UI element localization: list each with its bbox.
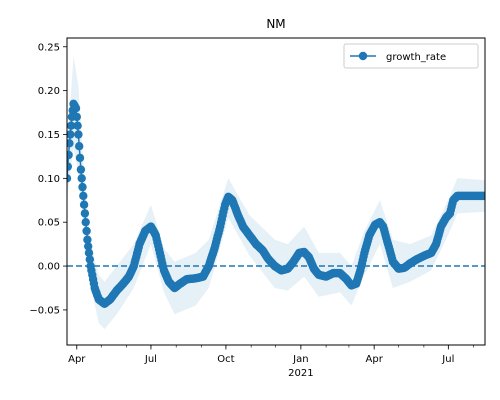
axes-frame <box>66 37 486 346</box>
series-markers <box>67 99 485 308</box>
legend: growth_rate <box>343 43 479 69</box>
legend-frame <box>343 43 479 69</box>
y-tick-label: 0.10 <box>38 174 60 185</box>
axes: −0.05 0.00 0.05 0.10 0.15 0.20 0.25 Apr Jul Oct Ja… <box>29 37 486 379</box>
interpolated-marker <box>67 162 72 171</box>
interpolated-marker <box>75 153 85 163</box>
y-tick-label: 0.15 <box>38 130 60 141</box>
y-tick-label: 0.20 <box>38 86 60 97</box>
x-tick-label: Apr <box>68 354 86 365</box>
x-tick-label: Apr <box>366 354 384 365</box>
interpolated-marker <box>359 252 368 261</box>
x-tick-label: Jul <box>144 354 157 365</box>
legend-marker-swatch <box>358 51 368 61</box>
interpolated-marker <box>73 121 82 130</box>
interpolated-marker <box>77 174 86 183</box>
y-tick-label: 0.05 <box>38 218 60 229</box>
data-point <box>83 235 92 244</box>
interpolated-marker <box>81 218 90 227</box>
y-tick-label: −0.05 <box>29 305 60 316</box>
data-point <box>79 200 89 209</box>
confidence-band <box>67 55 485 330</box>
legend-label: growth_rate <box>386 52 446 63</box>
interpolated-marker <box>67 130 75 139</box>
interpolated-marker <box>80 209 90 218</box>
x-tick-label: Oct <box>217 354 234 365</box>
interpolated-marker <box>72 112 82 122</box>
data-point <box>74 130 83 139</box>
interpolated-marker <box>70 102 80 111</box>
x-tick-label: Jan <box>292 354 308 365</box>
chart-title: NM <box>266 17 285 31</box>
interpolated-marker <box>154 245 164 254</box>
x-tick-label: Jul <box>441 354 454 365</box>
interpolated-marker <box>75 142 84 151</box>
interpolated-marker <box>84 242 93 251</box>
interpolated-marker <box>480 191 485 201</box>
x-tick-year-label: 2021 <box>288 368 313 379</box>
interpolated-marker <box>67 150 73 160</box>
interpolated-marker <box>85 255 95 264</box>
plot-content <box>67 55 485 330</box>
data-point <box>76 165 86 174</box>
interpolated-marker <box>67 121 76 130</box>
interpolated-marker <box>82 226 91 236</box>
data-point <box>67 139 74 148</box>
interpolated-marker <box>79 191 88 201</box>
interpolated-marker <box>89 279 99 288</box>
interpolated-marker <box>84 248 94 258</box>
data-point <box>67 174 72 183</box>
y-tick-label: 0.00 <box>38 262 60 273</box>
y-tick-label: 0.25 <box>38 42 60 53</box>
interpolated-marker <box>78 182 87 192</box>
plot-area <box>67 55 485 330</box>
interpolated-marker <box>215 225 224 234</box>
